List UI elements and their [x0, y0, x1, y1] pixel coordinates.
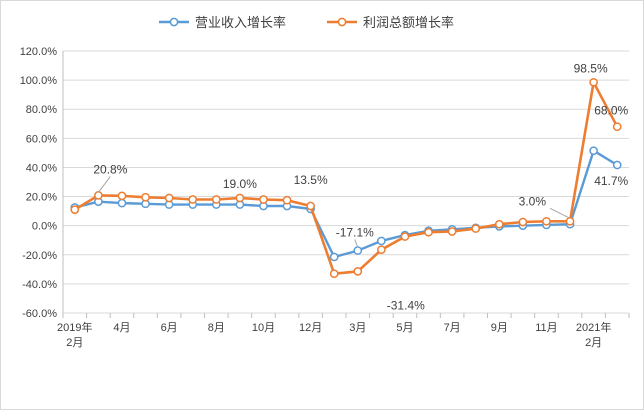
series-line-1: [74, 81, 619, 276]
x-tick-label: 8月: [208, 322, 225, 334]
data-point-s1: [188, 195, 198, 204]
data-point-s1: [353, 267, 363, 276]
data-point-s1: [565, 216, 575, 226]
y-tick-label: 40.0%: [26, 162, 57, 174]
data-point-s1: [400, 232, 410, 241]
data-point-s1: [494, 219, 504, 229]
data-point-s1: [141, 192, 150, 202]
data-label: 3.0%: [519, 194, 547, 208]
data-point-s1: [259, 195, 268, 204]
data-point-s1: [164, 193, 174, 203]
data-point-s0: [353, 246, 363, 255]
data-label: -31.4%: [387, 298, 425, 312]
label-leader-line: [97, 176, 111, 193]
y-tick-label: 20.0%: [26, 192, 57, 204]
data-point-s1: [542, 216, 551, 226]
data-point-s0: [329, 252, 339, 262]
y-tick-label: 80.0%: [26, 104, 57, 116]
y-tick-label: 60.0%: [26, 133, 57, 145]
data-label: 98.5%: [574, 61, 608, 75]
legend-label: 利润总额增长率: [363, 15, 454, 30]
data-point-s1: [518, 217, 528, 227]
data-point-s1: [589, 77, 598, 87]
gridlines: [63, 50, 629, 314]
x-tick-label: 3月: [349, 322, 366, 334]
series-lines: [70, 77, 622, 279]
data-point-s1: [235, 193, 245, 203]
y-tick-label: 100.0%: [20, 75, 58, 87]
data-point-s1: [447, 227, 457, 236]
x-tick-label: 12月: [299, 322, 322, 334]
data-label: 68.0%: [594, 104, 628, 118]
data-point-s1: [70, 205, 80, 215]
axes: -60.0% -40.0% -20.0% 0.0% 20.0% 40.0% 60.0% 80.…: [20, 46, 630, 349]
y-tick-label: -60.0%: [22, 308, 57, 320]
data-label: 19.0%: [223, 177, 257, 191]
x-tick-label: 11月: [535, 322, 557, 334]
y-tick-label: -20.0%: [22, 250, 57, 262]
legend-swatch-marker: [337, 17, 347, 27]
data-labels: 20.8% 19.0% 13.5% -17.1% -31.4% 3.0% 98.5% 68.0…: [93, 61, 628, 312]
data-label: 41.7%: [594, 174, 628, 188]
label-leader-line: [354, 239, 359, 248]
data-point-s1: [471, 224, 481, 233]
data-point-s0: [377, 236, 386, 246]
data-label: -17.1%: [336, 226, 374, 240]
y-tick-label: 0.0%: [32, 221, 57, 233]
data-point-s1: [117, 191, 127, 201]
y-tick-label: 120.0%: [20, 46, 58, 58]
data-point-s1: [306, 201, 315, 211]
y-tick-label: -40.0%: [22, 279, 57, 291]
data-point-s0: [612, 160, 622, 170]
data-point-s1: [211, 195, 221, 204]
legend-swatch-marker: [169, 17, 179, 27]
data-point-s0: [117, 198, 127, 208]
x-tick-label: 7月: [444, 322, 461, 334]
data-point-s1: [612, 122, 622, 132]
data-point-s0: [589, 146, 598, 156]
data-label: 20.8%: [93, 162, 127, 176]
x-tick-label: 6月: [161, 322, 178, 334]
label-leader-line: [549, 207, 571, 219]
x-tick-label: 9月: [491, 322, 508, 334]
x-tick-label: 4月: [113, 322, 130, 334]
data-label: 13.5%: [294, 173, 328, 187]
x-tick-label: 5月: [396, 322, 413, 334]
data-point-s1: [282, 195, 292, 205]
data-point-s1: [94, 191, 103, 200]
x-tick-label: 10月: [252, 322, 275, 334]
data-point-s1: [424, 227, 433, 237]
x-tick-label-line2: 2月: [585, 337, 602, 349]
x-tick-label: 2021年: [576, 320, 611, 334]
data-point-s1: [377, 245, 386, 255]
legend-label: 营业收入增长率: [195, 15, 286, 30]
legend: 营业收入增长率 利润总额增长率: [159, 15, 454, 30]
x-tick-label: 2019年: [57, 320, 92, 334]
data-point-s1: [329, 269, 339, 279]
x-tick-label-line2: 2月: [66, 337, 83, 349]
